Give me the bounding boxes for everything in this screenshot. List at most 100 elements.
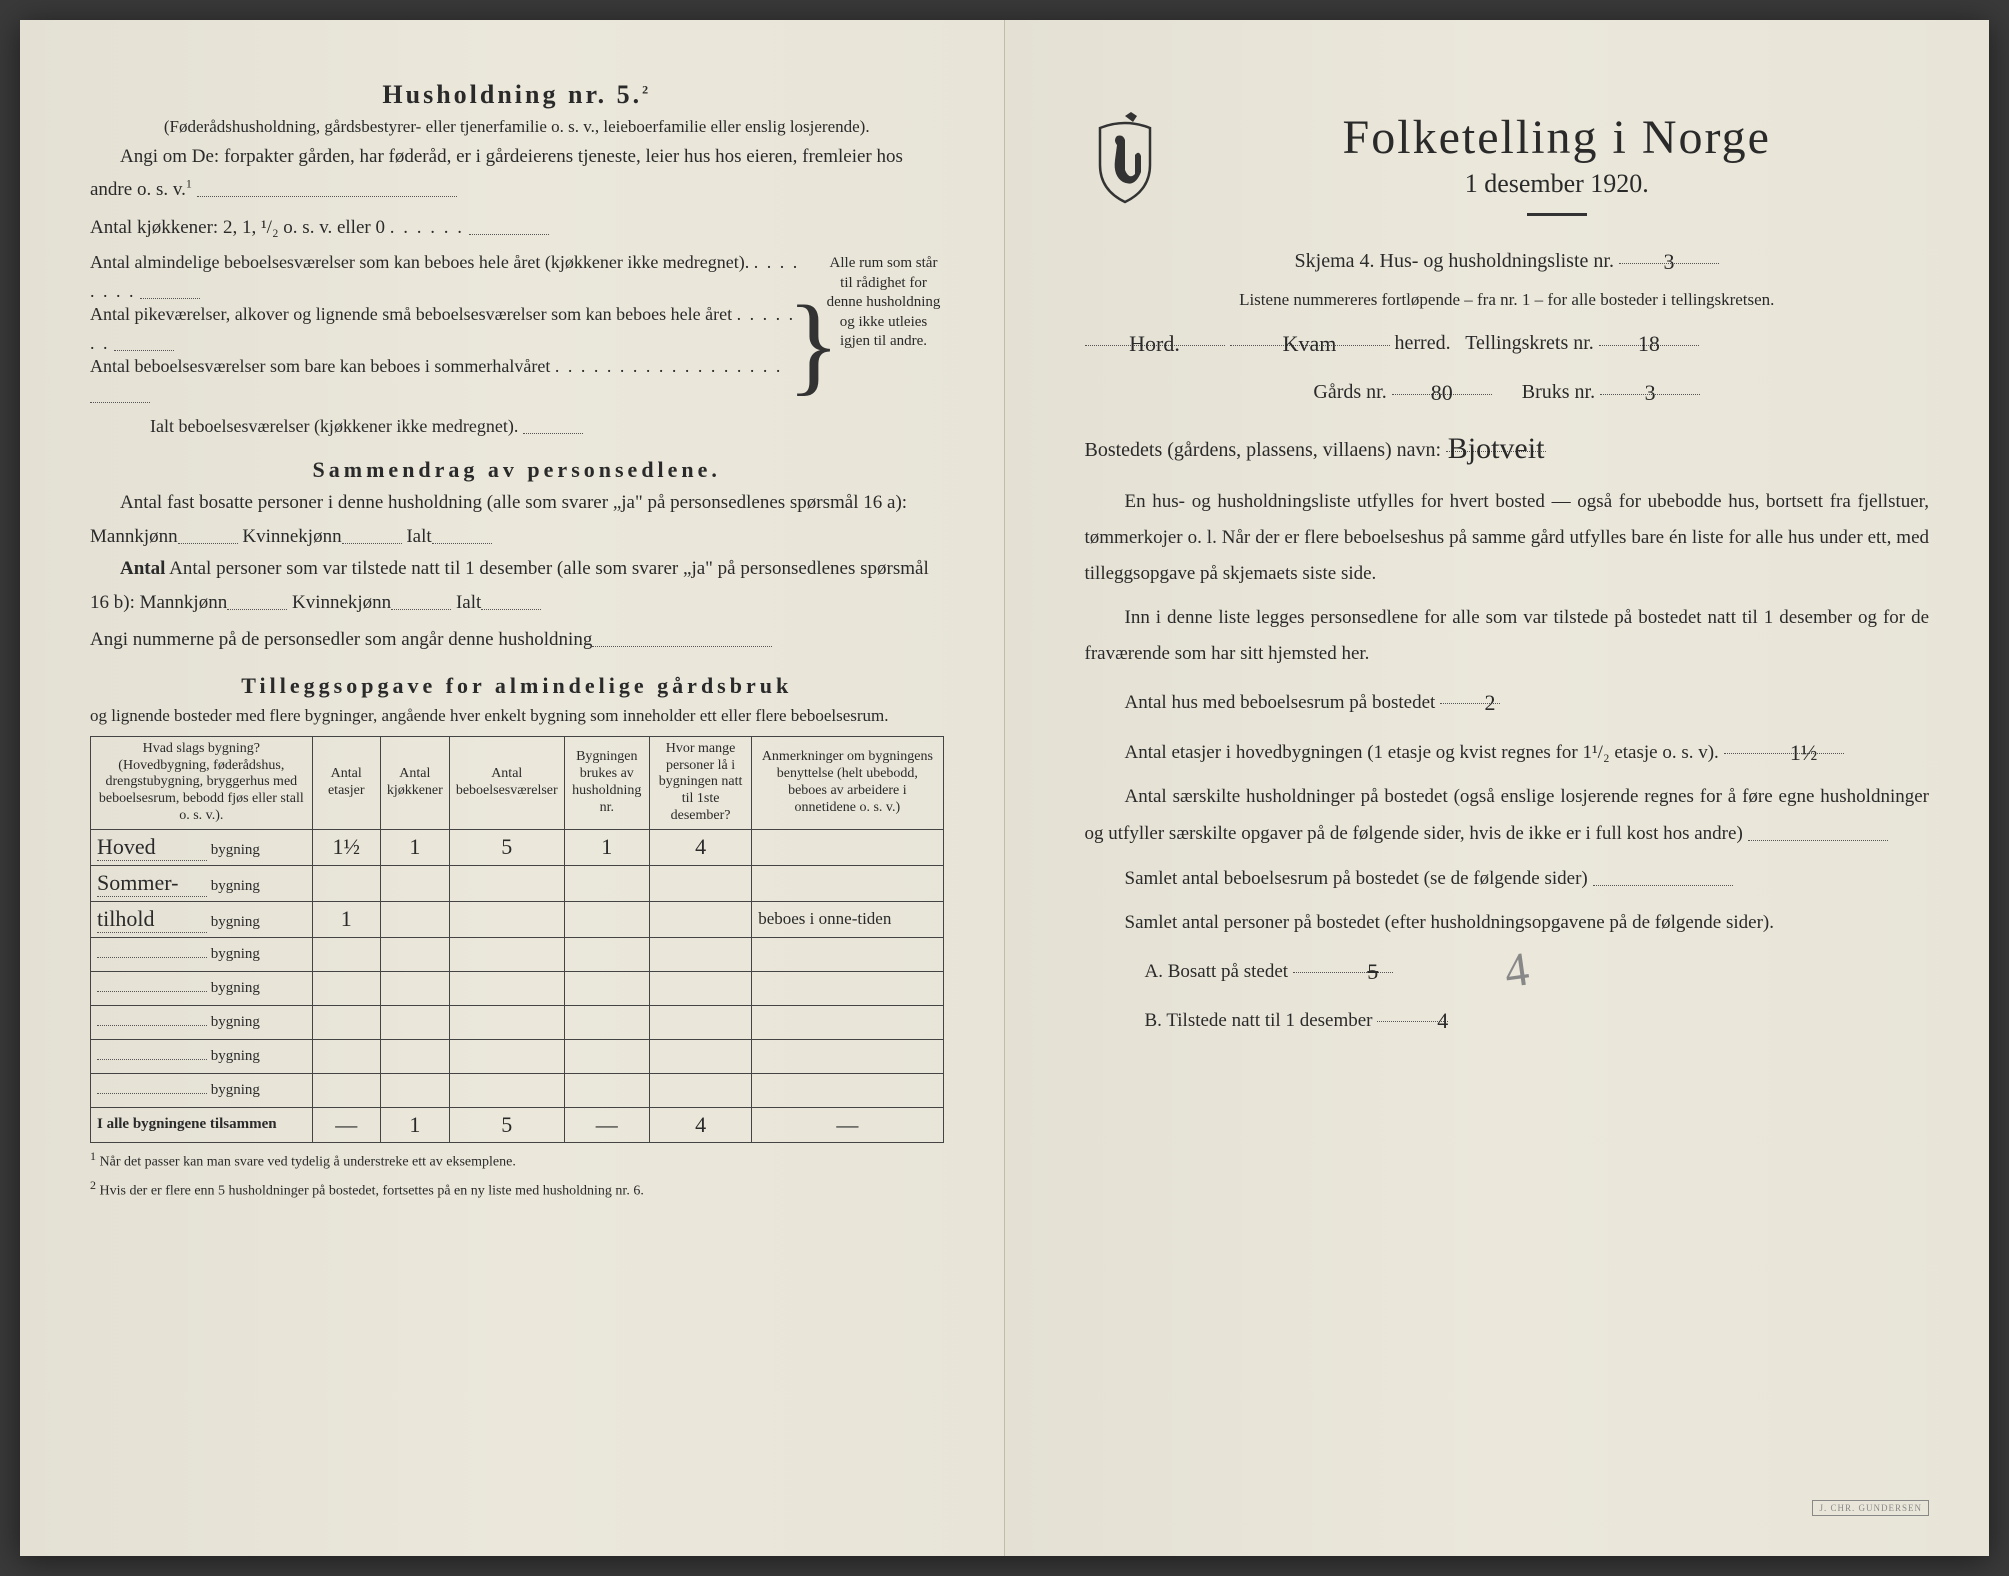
cell-anm — [752, 937, 943, 971]
document-spread: Husholdning nr. 5.2 (Føderådshusholdning… — [20, 20, 1989, 1556]
cell-etasjer — [312, 971, 380, 1005]
saerskilte-line: Antal særskilte husholdninger på bostede… — [1085, 779, 1930, 852]
cell-kjokken — [380, 1073, 449, 1107]
cell-kjokken — [380, 971, 449, 1005]
cell-hush: 1 — [564, 829, 649, 865]
row-name: Hoved bygning — [91, 829, 313, 865]
table-row: Sommer- bygning — [91, 865, 944, 901]
skjema-line: Skjema 4. Hus- og husholdningsliste nr. … — [1085, 240, 1930, 279]
row-name: bygning — [91, 1039, 313, 1073]
printer-stamp: J. CHR. GUNDERSEN — [1812, 1500, 1929, 1516]
kitchen-line: Antal kjøkkener: 2, 1, ¹/₂ o. s. v. elle… — [90, 209, 944, 243]
cell-kjokken: 1 — [380, 829, 449, 865]
heading-sup: 2 — [642, 82, 651, 96]
cell-kjokken — [380, 865, 449, 901]
cell-personer — [649, 971, 751, 1005]
row-name: Sommer- bygning — [91, 865, 313, 901]
table-row: bygning — [91, 1005, 944, 1039]
cell-hush — [564, 1039, 649, 1073]
cell-kjokken — [380, 901, 449, 937]
cell-etasjer — [312, 937, 380, 971]
angi-fill — [197, 173, 457, 197]
summary-line-2: Antal Antal personer som var tilstede na… — [90, 555, 944, 617]
main-title: Folketelling i Norge — [1185, 110, 1930, 165]
bosatt-strike: 5 — [1293, 951, 1393, 973]
col-hush: Bygningen brukes av husholdning nr. — [564, 736, 649, 829]
col-personer: Hvor mange personer lå i bygningen natt … — [649, 736, 751, 829]
right-page: Folketelling i Norge 1 desember 1920. Sk… — [1005, 20, 1990, 1556]
cell-anm — [752, 971, 943, 1005]
left-page: Husholdning nr. 5.2 (Føderådshusholdning… — [20, 20, 1005, 1556]
cell-hush — [564, 1005, 649, 1039]
col-bygning: Hvad slags bygning? (Hovedbygning, føder… — [91, 736, 313, 829]
col-kjokken: Antal kjøkkener — [380, 736, 449, 829]
table-row: bygning — [91, 1039, 944, 1073]
row-name: bygning — [91, 1073, 313, 1107]
tillegg-note: og lignende bosteder med flere bygninger… — [90, 705, 944, 728]
liste-note: Listene nummereres fortløpende – fra nr.… — [1085, 289, 1930, 312]
hus-val: 2 — [1440, 682, 1500, 704]
row-name: bygning — [91, 937, 313, 971]
cell-etasjer — [312, 865, 380, 901]
etasjer-val: 1½ — [1724, 732, 1844, 754]
subtitle: 1 desember 1920. — [1185, 169, 1930, 199]
herred-val: Kvam — [1230, 324, 1390, 346]
bosted-line: Bostedets (gårdens, plassens, villaens) … — [1085, 420, 1930, 468]
row-name: bygning — [91, 1005, 313, 1039]
coat-of-arms-icon — [1085, 110, 1165, 205]
krets-val: 18 — [1599, 324, 1699, 346]
tilstede-val: 4 — [1377, 1000, 1448, 1022]
footnote-2: 2 Hvis der er flere enn 5 husholdninger … — [90, 1178, 944, 1201]
summary-line-1: Antal fast bosatte personer i denne hush… — [90, 489, 944, 551]
row-name: tilhold bygning — [91, 901, 313, 937]
cell-personer: 4 — [649, 829, 751, 865]
region-val: Hord. — [1085, 324, 1225, 346]
cell-personer — [649, 937, 751, 971]
etasjer-line: Antal etasjer i hovedbygningen (1 etasje… — [1085, 730, 1930, 771]
cell-personer — [649, 865, 751, 901]
samlet-1: Samlet antal beboelsesrum på bostedet (s… — [1085, 860, 1930, 897]
title-rule — [1527, 213, 1587, 216]
cell-kjokken — [380, 1039, 449, 1073]
cell-vaerelser — [449, 1005, 564, 1039]
cell-anm — [752, 865, 943, 901]
cell-vaerelser — [449, 1039, 564, 1073]
cell-personer — [649, 1005, 751, 1039]
col-vaerelser: Antal beboelsesværelser — [449, 736, 564, 829]
cell-vaerelser — [449, 901, 564, 937]
brace-glyph: } — [804, 250, 824, 439]
buildings-table: Hvad slags bygning? (Hovedbygning, føder… — [90, 736, 944, 1143]
footnote-1: 1 Når det passer kan man svare ved tydel… — [90, 1149, 944, 1172]
cell-kjokken — [380, 1005, 449, 1039]
summary-heading: Sammendrag av personsedlene. — [90, 457, 944, 483]
cell-anm — [752, 1073, 943, 1107]
herred-line: Hord. Kvam herred. Tellingskrets nr. 18 — [1085, 322, 1930, 361]
col-etasjer: Antal etasjer — [312, 736, 380, 829]
bosted-val: Bjotveit — [1446, 422, 1546, 452]
cell-etasjer — [312, 1005, 380, 1039]
table-row: bygning — [91, 971, 944, 1005]
cell-anm — [752, 1039, 943, 1073]
brace-caption: Alle rum som står til rådighet for denne… — [824, 250, 944, 439]
bosatt-line: A. Bosatt på stedet 5 4 — [1085, 949, 1930, 990]
total-label: I alle bygningene tilsammen — [91, 1107, 313, 1142]
cell-hush — [564, 971, 649, 1005]
row-name: bygning — [91, 971, 313, 1005]
table-row: tilhold bygning1beboes i onne-tiden — [91, 901, 944, 937]
bosatt-pencil: 4 — [1439, 924, 1535, 1026]
heading-text: Husholdning nr. 5. — [382, 80, 642, 109]
cell-hush — [564, 865, 649, 901]
table-row: Hoved bygning1½1514 — [91, 829, 944, 865]
skjema-val: 3 — [1619, 242, 1719, 264]
para-1: En hus- og husholdningsliste utfylles fo… — [1085, 484, 1930, 592]
cell-hush — [564, 1073, 649, 1107]
household-heading: Husholdning nr. 5.2 — [90, 80, 944, 110]
angi-line: Angi om De: forpakter gården, har føderå… — [90, 143, 944, 205]
cell-anm — [752, 829, 943, 865]
cell-etasjer — [312, 1039, 380, 1073]
cell-etasjer — [312, 1073, 380, 1107]
cell-hush — [564, 901, 649, 937]
household-note: (Føderådshusholdning, gårdsbestyrer- ell… — [90, 116, 944, 139]
cell-kjokken — [380, 937, 449, 971]
cell-personer — [649, 1039, 751, 1073]
